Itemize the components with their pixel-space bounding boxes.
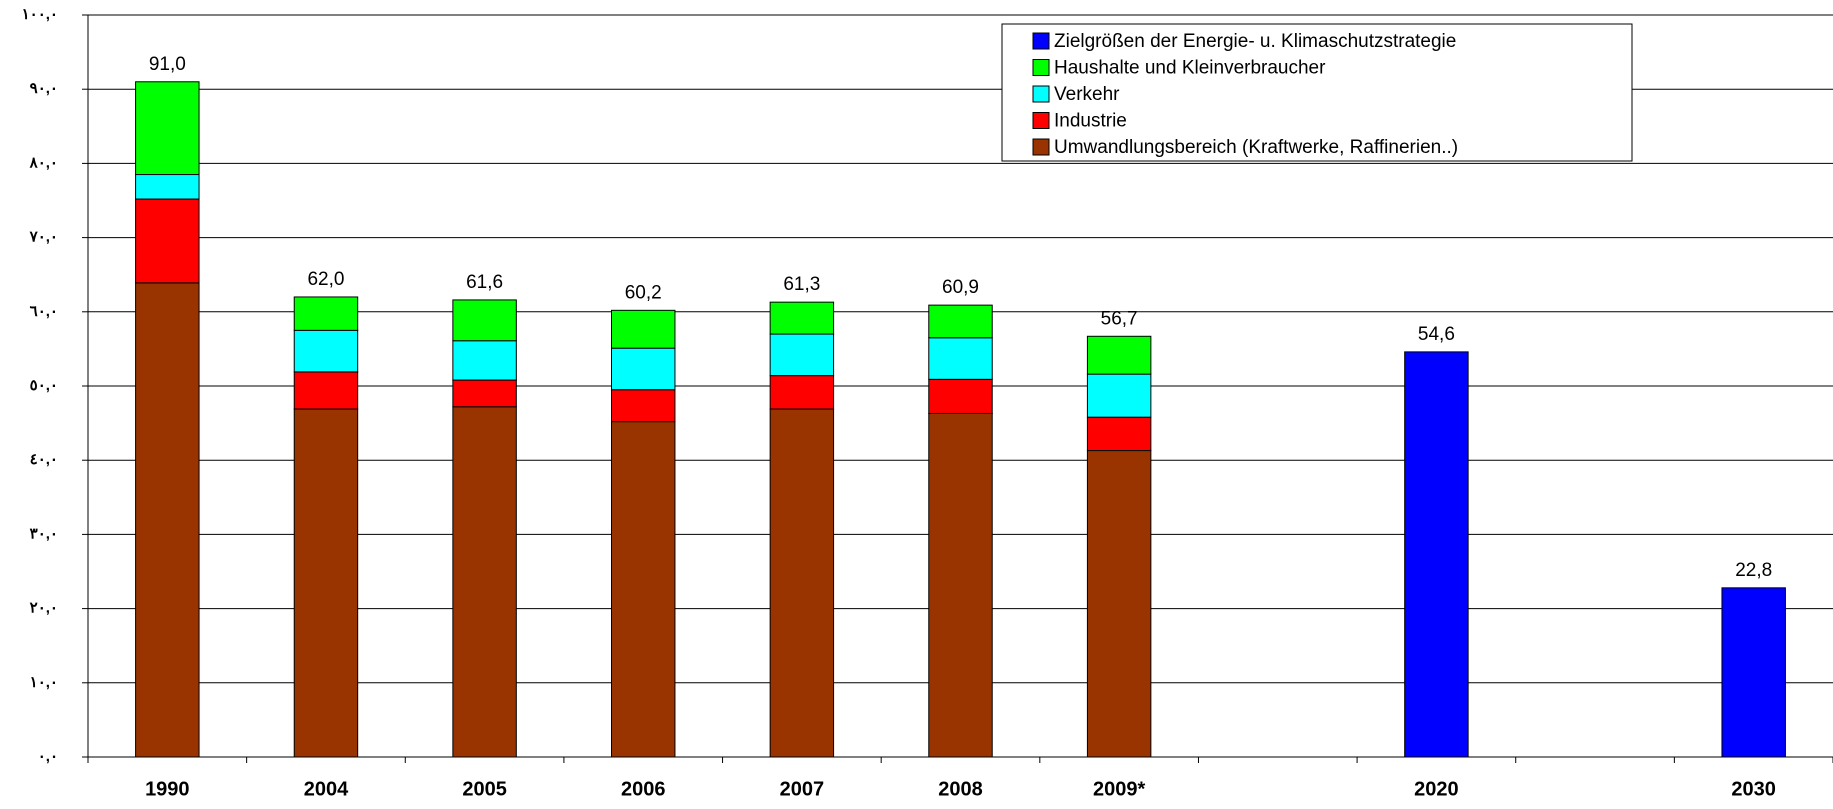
legend-box: [1001, 23, 1633, 162]
bar-segment: [1404, 351, 1469, 758]
bar-segment: [135, 198, 200, 284]
x-tick-label: 1990: [145, 778, 190, 800]
y-tick-label: ٩٠,٠: [30, 80, 58, 97]
y-tick-label: ١٠,٠: [30, 674, 58, 691]
y-tick-label: ٢٠,٠: [30, 600, 58, 617]
bar-segment: [1721, 587, 1786, 758]
x-tick-label: 2007: [780, 778, 825, 800]
legend-swatch: [1032, 32, 1050, 50]
legend-label: Haushalte und Kleinverbraucher: [1054, 58, 1326, 79]
y-tick-label: ١٠٠,٠: [22, 6, 58, 23]
x-tick-label: 2030: [1731, 778, 1776, 800]
bar-segment: [769, 301, 835, 335]
total-label: 56,7: [1101, 308, 1138, 329]
bar-segment: [611, 347, 676, 391]
x-tick-label: 2020: [1414, 778, 1459, 800]
y-tick-label: ٥٠,٠: [30, 377, 58, 394]
bar-segment: [293, 408, 359, 758]
bar-segment: [452, 340, 517, 381]
legend-swatch: [1032, 59, 1050, 76]
bar-segment: [135, 174, 200, 200]
bar-segment: [1086, 335, 1152, 375]
bar-segment: [135, 81, 200, 176]
bar-segment: [135, 282, 200, 758]
y-tick-label: ٠,٠: [38, 748, 58, 765]
bar-segment: [1086, 416, 1152, 452]
bar-segment: [293, 296, 359, 331]
total-label: 61,6: [466, 272, 503, 293]
bar-segment: [769, 333, 835, 377]
y-tick-label: ٦٠,٠: [30, 303, 58, 320]
bar-segment: [611, 309, 676, 349]
total-label: 61,3: [783, 274, 820, 295]
bar-segment: [1086, 373, 1152, 418]
x-tick-label: 2005: [462, 778, 507, 800]
total-label: 54,6: [1418, 324, 1455, 345]
legend-swatch: [1032, 138, 1050, 156]
legend-label: Umwandlungsbereich (Kraftwerke, Raffiner…: [1054, 137, 1458, 158]
bar-segment: [452, 406, 517, 758]
bar-segment: [611, 421, 676, 758]
legend-label: Industrie: [1054, 111, 1127, 132]
bar-segment: [928, 337, 993, 380]
total-label: 62,0: [307, 269, 344, 290]
bar-segment: [769, 408, 835, 758]
x-tick-label: 2006: [621, 778, 666, 800]
legend-label: Zielgrößen der Energie- u. Klimaschutzst…: [1054, 31, 1456, 52]
bar-segment: [928, 378, 993, 414]
total-label: 60,2: [625, 282, 662, 303]
bar-segment: [928, 412, 993, 758]
legend-swatch: [1032, 112, 1050, 129]
total-label: 91,0: [149, 54, 186, 75]
bar-segment: [928, 304, 993, 339]
x-tick-label: 2004: [304, 778, 349, 800]
bar-segment: [293, 371, 359, 410]
legend-label: Verkehr: [1054, 84, 1120, 105]
bar-segment: [452, 299, 517, 342]
legend-swatch: [1032, 85, 1050, 103]
bar-segment: [452, 379, 517, 408]
y-tick-label: ٤٠,٠: [30, 451, 58, 468]
y-tick-label: ٣٠,٠: [30, 525, 58, 542]
bar-segment: [769, 375, 835, 410]
total-label: 60,9: [942, 277, 979, 298]
x-tick-label: 2008: [938, 778, 983, 800]
total-label: 22,8: [1735, 560, 1772, 581]
bar-segment: [293, 329, 359, 373]
bar-segment: [611, 389, 676, 423]
y-tick-label: ٨٠,٠: [29, 154, 58, 171]
bar-segment: [1086, 450, 1152, 758]
y-tick-label: ٧٠,٠: [29, 229, 58, 246]
x-tick-label: 2009*: [1093, 778, 1145, 800]
